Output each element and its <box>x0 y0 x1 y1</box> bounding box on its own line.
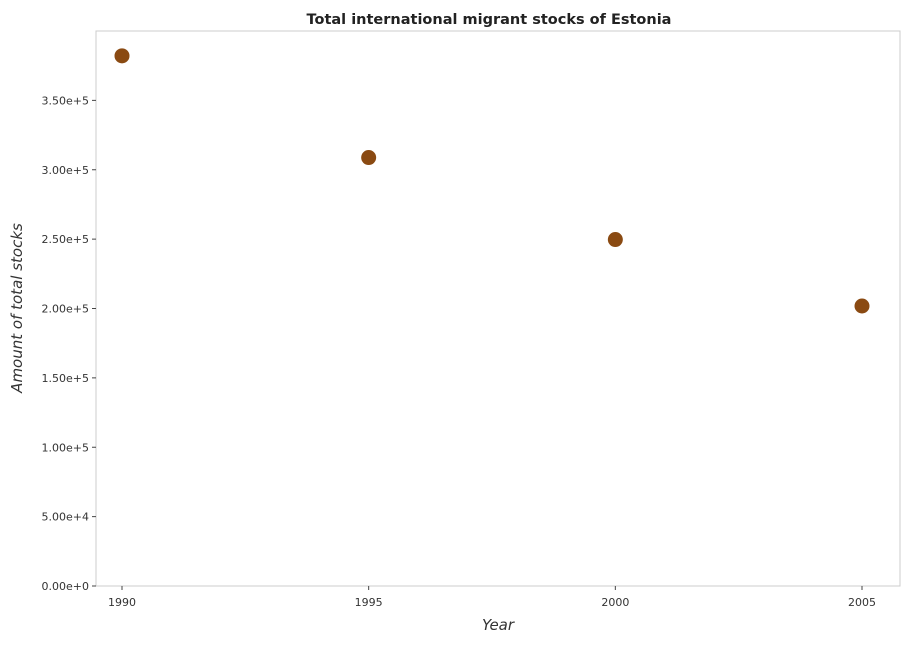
y-tick-label: 5.00e+4 <box>42 511 89 524</box>
y-axis: 0.00e+0 5.00e+4 1.00e+5 1.50e+5 2.00e+5 2.50e… <box>42 94 96 593</box>
y-tick-label: 3.00e+5 <box>42 164 89 177</box>
data-point <box>361 150 377 166</box>
data-points <box>114 48 870 314</box>
data-point <box>114 48 130 64</box>
data-point <box>854 298 870 314</box>
x-tick-label: 2000 <box>601 596 629 609</box>
y-tick-label: 1.50e+5 <box>42 372 89 385</box>
x-tick-label: 1995 <box>355 596 383 609</box>
data-point <box>607 232 623 248</box>
y-tick-label: 2.50e+5 <box>42 233 89 246</box>
y-axis-label: Amount of total stocks <box>8 223 26 394</box>
plot-frame <box>95 30 901 587</box>
x-axis: 1990 1995 2000 2005 <box>108 586 876 609</box>
y-tick-label: 2.00e+5 <box>42 303 89 316</box>
x-tick-label: 2005 <box>848 596 876 609</box>
x-axis-label: Year <box>482 616 515 634</box>
y-tick-label: 0.00e+0 <box>42 580 89 593</box>
y-tick-label: 3.50e+5 <box>42 94 89 107</box>
chart-title: Total international migrant stocks of Es… <box>307 12 672 28</box>
y-tick-label: 1.00e+5 <box>42 441 89 454</box>
x-tick-label: 1990 <box>108 596 136 609</box>
